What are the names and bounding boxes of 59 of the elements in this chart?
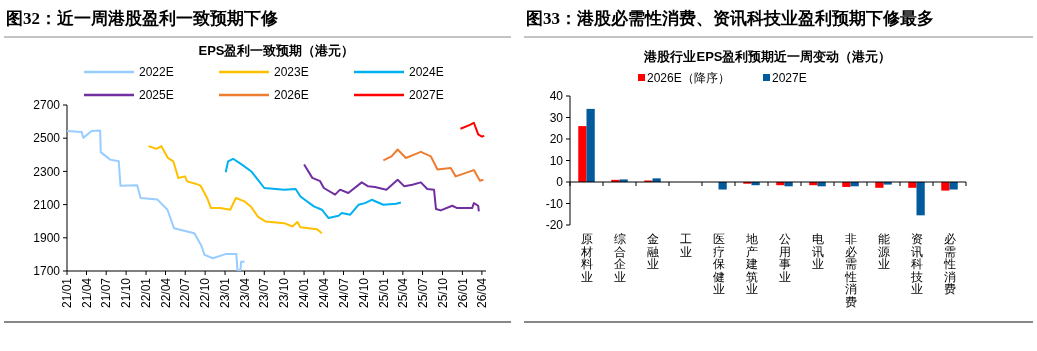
x-tick-label: 能源业: [877, 232, 890, 271]
x-tick-label: 22/10: [198, 277, 213, 309]
legend-label: 2027E: [772, 71, 807, 86]
legend-label: 2022E: [139, 65, 174, 80]
y-tick-label: -20: [545, 218, 564, 233]
x-tick-label: 22/07: [178, 277, 193, 309]
x-tick-label: 23/07: [257, 277, 272, 309]
y-tick-label: 2500: [33, 131, 61, 146]
y-tick-label: 2700: [33, 98, 61, 113]
x-tick-label: 公用事业: [778, 232, 791, 284]
x-tick-label: 电讯业: [811, 232, 824, 271]
legend-label: 2023E: [274, 65, 309, 80]
y-tick-label: 10: [549, 153, 564, 168]
x-tick-label: 26/01: [455, 277, 470, 309]
y-tick-label: 0: [556, 175, 564, 190]
x-tick-label: 非必需性消费: [843, 232, 857, 309]
x-tick-label: 22/01: [139, 277, 154, 309]
y-tick-label: 1700: [33, 264, 61, 279]
x-tick-label: 24/04: [317, 277, 332, 309]
x-tick-label: 25/04: [396, 277, 411, 309]
x-tick-label: 25/01: [376, 277, 391, 309]
x-tick-label: 21/07: [99, 277, 114, 309]
y-tick-label: -10: [545, 196, 564, 211]
y-tick-label: 1900: [33, 231, 61, 245]
chart-title: 图33：港股必需性消费、资讯科技业盈利预期下修最多: [526, 9, 934, 28]
chart-subtitle: EPS盈利一致预期（港元）: [198, 43, 355, 58]
x-tick-label: 综合企业: [613, 232, 626, 284]
x-tick-label: 金融业: [646, 232, 659, 271]
x-tick-label: 原材料业: [579, 232, 593, 284]
y-tick-label: 40: [549, 89, 564, 104]
x-tick-label: 医疗保健业: [712, 232, 725, 296]
legend-label: 2026E（降序）: [647, 71, 730, 86]
x-tick-label: 21/01: [60, 277, 75, 309]
x-tick-label: 资讯科技业: [909, 232, 923, 296]
x-tick-label: 24/07: [336, 277, 351, 309]
y-tick-label: 2100: [33, 197, 61, 212]
legend-label: 2024E: [409, 65, 444, 80]
y-tick-label: 30: [549, 110, 564, 125]
x-tick-label: 21/10: [119, 277, 134, 309]
x-tick-label: 22/04: [158, 277, 173, 309]
y-tick-label: 20: [549, 132, 564, 147]
legend-label: 2025E: [139, 88, 174, 103]
x-tick-label: 25/07: [415, 277, 430, 309]
x-tick-label: 23/01: [218, 277, 233, 309]
x-tick-label: 25/10: [435, 277, 450, 309]
x-tick-label: 23/10: [277, 277, 292, 309]
legend-label: 2026E: [274, 88, 309, 103]
x-tick-label: 工业: [679, 232, 692, 259]
x-tick-label: 24/10: [356, 277, 371, 309]
legend-label: 2027E: [409, 88, 444, 103]
x-tick-label: 23/04: [237, 277, 252, 309]
x-tick-label: 21/04: [79, 277, 94, 309]
y-tick-label: 2300: [33, 164, 61, 179]
x-tick-label: 26/04: [475, 277, 490, 309]
chart-title: 图32：近一周港股盈利一致预期下修: [6, 9, 279, 28]
x-tick-label: 必需性消费: [942, 232, 956, 296]
chart-subtitle: 港股行业EPS盈利预期近一周变动（港元）: [643, 49, 892, 64]
x-tick-label: 24/01: [297, 277, 312, 309]
x-tick-label: 地产建筑业: [744, 232, 758, 296]
